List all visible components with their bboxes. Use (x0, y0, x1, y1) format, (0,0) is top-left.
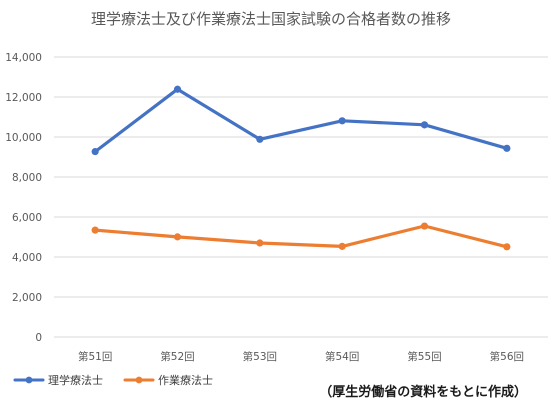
data-point (338, 242, 346, 250)
data-point (338, 117, 346, 125)
legend-label: 理学療法士 (48, 373, 103, 387)
data-point (503, 243, 511, 251)
x-tick-label: 第52回 (160, 350, 194, 363)
y-tick-label: 10,000 (5, 132, 42, 144)
series-line (93, 87, 509, 154)
x-tick-label: 第55回 (407, 350, 441, 363)
y-tick-label: 6,000 (12, 212, 42, 224)
series-2 (91, 222, 511, 251)
data-point (91, 147, 99, 156)
series-line (93, 224, 509, 249)
chart-title: 理学療法士及び作業療法士国家試験の合格者数の推移 (91, 10, 451, 28)
x-tick-label: 第51回 (78, 350, 112, 363)
legend: 理学療法士 作業療法士 (13, 373, 213, 387)
x-tick-label: 第53回 (243, 350, 277, 363)
y-tick-label: 4,000 (12, 252, 42, 264)
gridlines (54, 56, 548, 338)
y-tick-label: 14,000 (5, 52, 42, 64)
y-tick-label: 12,000 (5, 92, 42, 104)
legend-item: 理学療法士 (13, 373, 103, 387)
data-point (256, 135, 264, 143)
x-tick-label: 第56回 (490, 350, 524, 363)
y-axis: 0 2,000 4,000 6,000 8,000 10,000 12,000 14,000 (5, 52, 42, 344)
legend-label: 作業療法士 (158, 373, 213, 387)
y-tick-label: 8,000 (12, 172, 42, 184)
y-tick-label: 2,000 (12, 292, 42, 304)
data-point (91, 226, 99, 234)
data-point (256, 239, 264, 247)
data-point (420, 121, 429, 129)
data-point (420, 222, 429, 230)
legend-marker (25, 376, 33, 384)
data-point (173, 85, 182, 93)
series-1 (91, 85, 511, 156)
legend-marker (135, 376, 143, 384)
x-axis: 第51回 第52回 第53回 第54回 第55回 第56回 (78, 350, 524, 363)
source-note: （厚生労働省の資料をもとに作成） (319, 384, 527, 400)
x-tick-label: 第54回 (325, 350, 359, 363)
data-point (503, 144, 511, 152)
series-layer (91, 85, 511, 251)
y-tick-label: 0 (35, 332, 42, 344)
data-point (173, 233, 182, 241)
legend-item: 作業療法士 (123, 373, 213, 387)
